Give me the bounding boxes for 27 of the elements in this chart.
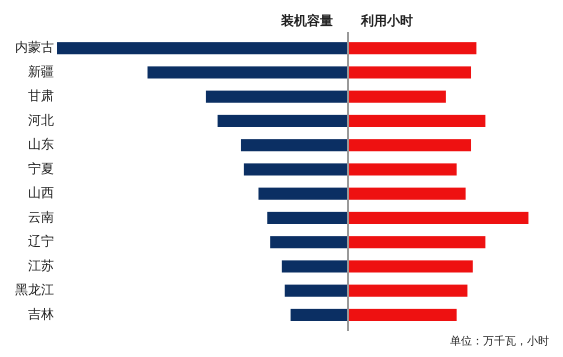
y-tick-label: 辽宁	[28, 234, 54, 250]
bar	[349, 188, 466, 200]
y-tick-label: 吉林	[28, 307, 54, 322]
bar	[349, 284, 468, 297]
bar	[349, 163, 457, 176]
bar	[349, 139, 472, 152]
bar	[349, 308, 457, 321]
y-tick-label: 内蒙古	[15, 40, 54, 56]
bar	[349, 90, 446, 103]
y-tick-label: 宁夏	[28, 160, 54, 177]
bar	[349, 114, 486, 127]
series-label: 装机容量	[280, 12, 333, 29]
y-tick-label: 云南	[28, 210, 54, 226]
y-tick-label: 江苏	[28, 258, 54, 274]
y-tick-label: 山东	[28, 138, 54, 152]
y-tick-label: 黑龙江	[15, 283, 54, 298]
bar	[349, 42, 476, 54]
text: 单位：万千瓦，小时	[450, 334, 549, 348]
series-label: 利用小时	[360, 12, 413, 29]
y-tick-label: 甘肃	[28, 89, 54, 104]
y-tick-label: 新疆	[28, 64, 54, 80]
y-tick-label: 河北	[28, 113, 54, 128]
bar	[349, 260, 473, 272]
bar	[349, 212, 528, 224]
y-tick-label: 山西	[28, 186, 54, 201]
bar	[349, 236, 486, 248]
bar	[349, 66, 472, 78]
